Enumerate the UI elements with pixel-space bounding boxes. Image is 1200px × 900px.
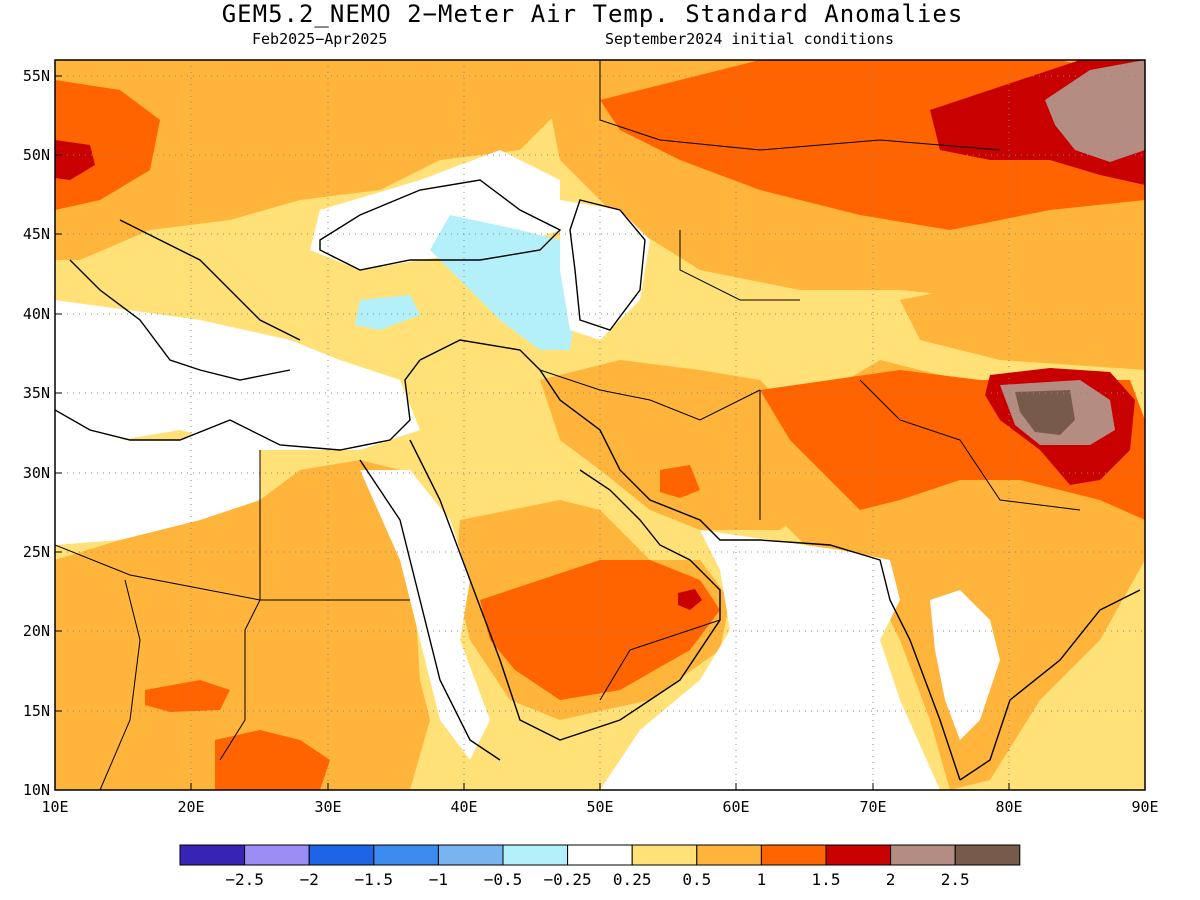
lat-label: 15N: [23, 702, 50, 720]
central-europe-strong-patch: [55, 80, 160, 210]
country-borders: [55, 60, 1081, 790]
altai-extreme-patch: [1045, 60, 1145, 162]
colorbar-label: 1: [757, 870, 767, 889]
colorbar-label: 2.5: [941, 870, 970, 889]
europe-warm-patch: [55, 60, 560, 260]
colorbar-swatch: [373, 844, 439, 866]
colorbar-label: −1: [429, 870, 448, 889]
colorbar-label: −0.5: [484, 870, 523, 889]
lon-label: 90E: [1131, 798, 1158, 816]
lon-label: 20E: [177, 798, 204, 816]
initial-conditions: September2024 initial conditions: [605, 30, 894, 48]
latitude-labels: 55N 50N 45N 40N 35N 30N 25N 20N 15N 10N: [23, 67, 50, 799]
chad-patch: [145, 680, 230, 712]
colorbar-swatch: [631, 844, 698, 866]
lon-label: 10E: [41, 798, 68, 816]
colorbar-label: −2: [300, 870, 319, 889]
forecast-period: Feb2025−Apr2025: [252, 30, 388, 48]
central-europe-peak-patch: [55, 140, 95, 180]
lat-label: 35N: [23, 384, 50, 402]
colorbar-swatch: [696, 844, 762, 866]
mediterranean-white: [55, 300, 420, 450]
colorbar-label: 2: [886, 870, 896, 889]
colorbar-label: −1.5: [355, 870, 394, 889]
lat-label: 50N: [23, 146, 50, 164]
colorbar-swatch: [567, 844, 633, 866]
colorbar-label: 0.5: [682, 870, 711, 889]
lon-label: 30E: [314, 798, 341, 816]
iran-strong-patch: [660, 465, 700, 498]
colorbar-swatch: [954, 844, 1021, 866]
red-sea-white: [360, 470, 490, 760]
ticks: [55, 75, 1010, 790]
colorbar-label: 0.25: [613, 870, 652, 889]
colorbar-swatch: [308, 844, 375, 866]
lon-label: 40E: [450, 798, 477, 816]
tarim-warm-patch: [900, 280, 1145, 370]
lon-label: 60E: [722, 798, 749, 816]
oman-peak-patch: [678, 589, 702, 610]
arabian-sea-white: [600, 530, 940, 790]
anatolia-cool-patch: [355, 295, 420, 330]
colorbar-swatch: [760, 844, 827, 866]
lat-label: 30N: [23, 464, 50, 482]
colorbar: −2.5 −2 −1.5 −1 −0.5 −0.25 0.25 0.5 1 1.5 2 2.5: [179, 844, 1021, 889]
lat-label: 40N: [23, 305, 50, 323]
lat-label: 10N: [23, 781, 50, 799]
lon-label: 70E: [859, 798, 886, 816]
longitude-labels: 10E 20E 30E 40E 50E 60E 70E 80E 90E: [41, 798, 1158, 816]
map-title: GEM5.2_NEMO 2−Meter Air Temp. Standard A…: [221, 0, 964, 28]
lat-label: 55N: [23, 67, 50, 85]
sudan-strong-patch: [215, 730, 330, 790]
caspian-white: [560, 200, 650, 340]
tibet-max-patch: [1015, 390, 1075, 435]
colorbar-swatch: [437, 844, 504, 866]
caucasus-cool-patch: [430, 215, 580, 350]
iran-anomaly-patch: [540, 360, 820, 530]
coastlines: [55, 179, 1141, 781]
colorbar-label: −2.5: [225, 870, 264, 889]
lat-label: 25N: [23, 543, 50, 561]
lat-label: 45N: [23, 225, 50, 243]
colorbar-swatch: [825, 844, 892, 866]
colorbar-swatch: [502, 844, 569, 866]
colorbar-swatch: [244, 844, 310, 866]
shading-layer: [55, 60, 1145, 790]
colorbar-swatch: [179, 844, 246, 866]
colorbar-label: 1.5: [812, 870, 841, 889]
colorbar-label: −0.25: [544, 870, 592, 889]
africa-white-patch-north: [55, 420, 260, 545]
colorbar-swatch: [890, 844, 956, 866]
lon-label: 80E: [995, 798, 1022, 816]
lon-label: 50E: [586, 798, 613, 816]
africa-anomaly-patch: [55, 460, 430, 790]
india-white-patch: [930, 590, 1000, 740]
lat-label: 20N: [23, 622, 50, 640]
